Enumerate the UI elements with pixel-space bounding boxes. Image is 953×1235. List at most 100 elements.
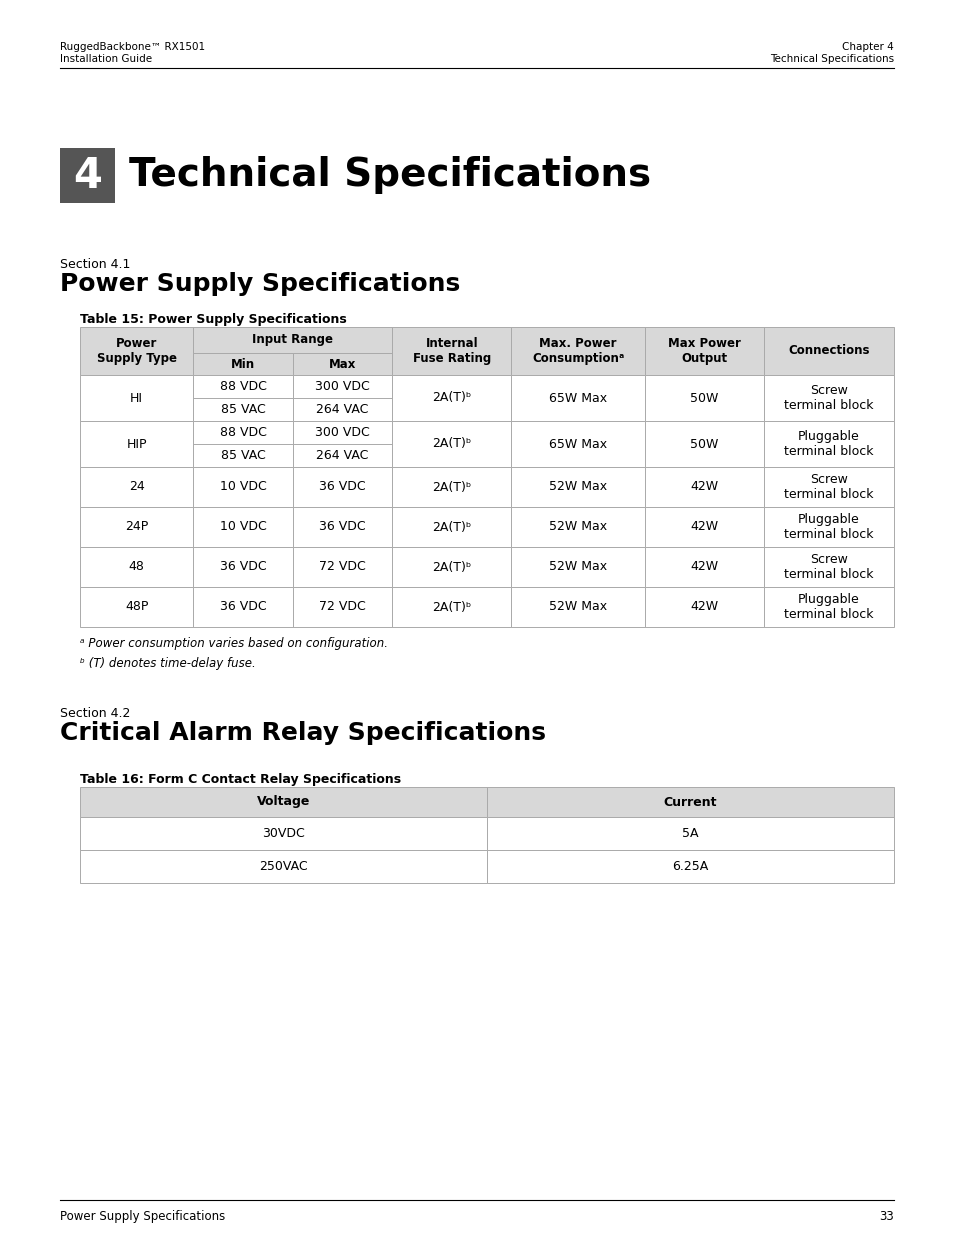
Text: 10 VDC: 10 VDC <box>219 520 266 534</box>
Text: 300 VDC: 300 VDC <box>314 380 370 393</box>
Bar <box>80 421 193 467</box>
Text: 52W Max: 52W Max <box>549 480 606 494</box>
Text: Pluggable
terminal block: Pluggable terminal block <box>783 430 873 458</box>
Text: RuggedBackbone™ RX1501: RuggedBackbone™ RX1501 <box>60 42 205 52</box>
Bar <box>80 547 193 587</box>
Text: ᵇ (T) denotes time-delay fuse.: ᵇ (T) denotes time-delay fuse. <box>80 657 255 671</box>
Text: 88 VDC: 88 VDC <box>219 380 266 393</box>
Text: Max: Max <box>329 357 356 370</box>
Text: 5A: 5A <box>681 827 698 840</box>
Text: Max Power
Output: Max Power Output <box>667 337 740 366</box>
Text: 42W: 42W <box>690 480 718 494</box>
Text: ᵃ Power consumption varies based on configuration.: ᵃ Power consumption varies based on conf… <box>80 637 388 650</box>
Bar <box>80 508 193 547</box>
Text: Internal
Fuse Rating: Internal Fuse Rating <box>413 337 491 366</box>
Text: 2A(T)ᵇ: 2A(T)ᵇ <box>432 437 471 451</box>
Bar <box>80 587 193 627</box>
Bar <box>511 547 644 587</box>
Bar <box>193 587 293 627</box>
Bar <box>392 508 511 547</box>
Bar <box>511 375 644 421</box>
Bar <box>763 587 893 627</box>
Bar <box>486 850 893 883</box>
Bar <box>392 421 511 467</box>
Bar <box>511 587 644 627</box>
Text: 2A(T)ᵇ: 2A(T)ᵇ <box>432 561 471 573</box>
Text: Power
Supply Type: Power Supply Type <box>96 337 176 366</box>
Text: 42W: 42W <box>690 600 718 614</box>
Text: Table 15: Power Supply Specifications: Table 15: Power Supply Specifications <box>80 312 346 326</box>
Bar <box>80 375 193 421</box>
Text: Max. Power
Consumptionᵃ: Max. Power Consumptionᵃ <box>532 337 623 366</box>
Text: 2A(T)ᵇ: 2A(T)ᵇ <box>432 600 471 614</box>
Bar <box>80 850 486 883</box>
Bar <box>60 148 115 203</box>
Text: 10 VDC: 10 VDC <box>219 480 266 494</box>
Text: 52W Max: 52W Max <box>549 561 606 573</box>
Bar <box>80 787 486 818</box>
Text: 300 VDC: 300 VDC <box>314 426 370 438</box>
Bar <box>763 508 893 547</box>
Text: 264 VAC: 264 VAC <box>316 403 369 416</box>
Bar <box>511 467 644 508</box>
Text: Power Supply Specifications: Power Supply Specifications <box>60 1210 225 1223</box>
Bar <box>293 587 392 627</box>
Text: Screw
terminal block: Screw terminal block <box>783 473 873 501</box>
Text: Input Range: Input Range <box>253 333 333 347</box>
Text: 30VDC: 30VDC <box>262 827 305 840</box>
Text: 36 VDC: 36 VDC <box>319 520 366 534</box>
Bar <box>392 375 511 421</box>
Text: 72 VDC: 72 VDC <box>319 600 366 614</box>
Text: Screw
terminal block: Screw terminal block <box>783 553 873 580</box>
Bar <box>392 327 511 375</box>
Text: 52W Max: 52W Max <box>549 600 606 614</box>
Text: 6.25A: 6.25A <box>672 860 708 873</box>
Bar <box>644 375 763 421</box>
Text: 36 VDC: 36 VDC <box>319 480 366 494</box>
Text: Technical Specifications: Technical Specifications <box>769 54 893 64</box>
Bar <box>763 421 893 467</box>
Bar <box>80 327 193 375</box>
Text: 2A(T)ᵇ: 2A(T)ᵇ <box>432 391 471 405</box>
Text: 2A(T)ᵇ: 2A(T)ᵇ <box>432 480 471 494</box>
Text: 4: 4 <box>73 154 102 196</box>
Text: 85 VAC: 85 VAC <box>220 450 265 462</box>
Text: Current: Current <box>663 795 717 809</box>
Text: 33: 33 <box>879 1210 893 1223</box>
Bar <box>193 467 293 508</box>
Text: 72 VDC: 72 VDC <box>319 561 366 573</box>
Bar <box>392 467 511 508</box>
Text: 36 VDC: 36 VDC <box>219 561 266 573</box>
Text: 88 VDC: 88 VDC <box>219 426 266 438</box>
Text: Pluggable
terminal block: Pluggable terminal block <box>783 513 873 541</box>
Text: HIP: HIP <box>126 437 147 451</box>
Bar <box>193 375 293 421</box>
Bar <box>80 818 486 850</box>
Text: 50W: 50W <box>689 437 718 451</box>
Bar <box>644 421 763 467</box>
Text: Section 4.1: Section 4.1 <box>60 258 131 270</box>
Text: Chapter 4: Chapter 4 <box>841 42 893 52</box>
Bar <box>193 547 293 587</box>
Bar <box>193 353 293 375</box>
Text: 42W: 42W <box>690 520 718 534</box>
Text: 24P: 24P <box>125 520 148 534</box>
Text: 42W: 42W <box>690 561 718 573</box>
Text: Voltage: Voltage <box>256 795 310 809</box>
Text: HI: HI <box>130 391 143 405</box>
Bar <box>486 787 893 818</box>
Bar <box>293 353 392 375</box>
Bar <box>644 508 763 547</box>
Text: 36 VDC: 36 VDC <box>219 600 266 614</box>
Text: 50W: 50W <box>689 391 718 405</box>
Text: 2A(T)ᵇ: 2A(T)ᵇ <box>432 520 471 534</box>
Bar <box>293 421 392 467</box>
Bar <box>644 587 763 627</box>
Text: 65W Max: 65W Max <box>549 437 606 451</box>
Bar <box>644 467 763 508</box>
Bar <box>293 375 392 421</box>
Text: Section 4.2: Section 4.2 <box>60 706 131 720</box>
Bar <box>763 547 893 587</box>
Text: 250VAC: 250VAC <box>259 860 308 873</box>
Text: Min: Min <box>231 357 254 370</box>
